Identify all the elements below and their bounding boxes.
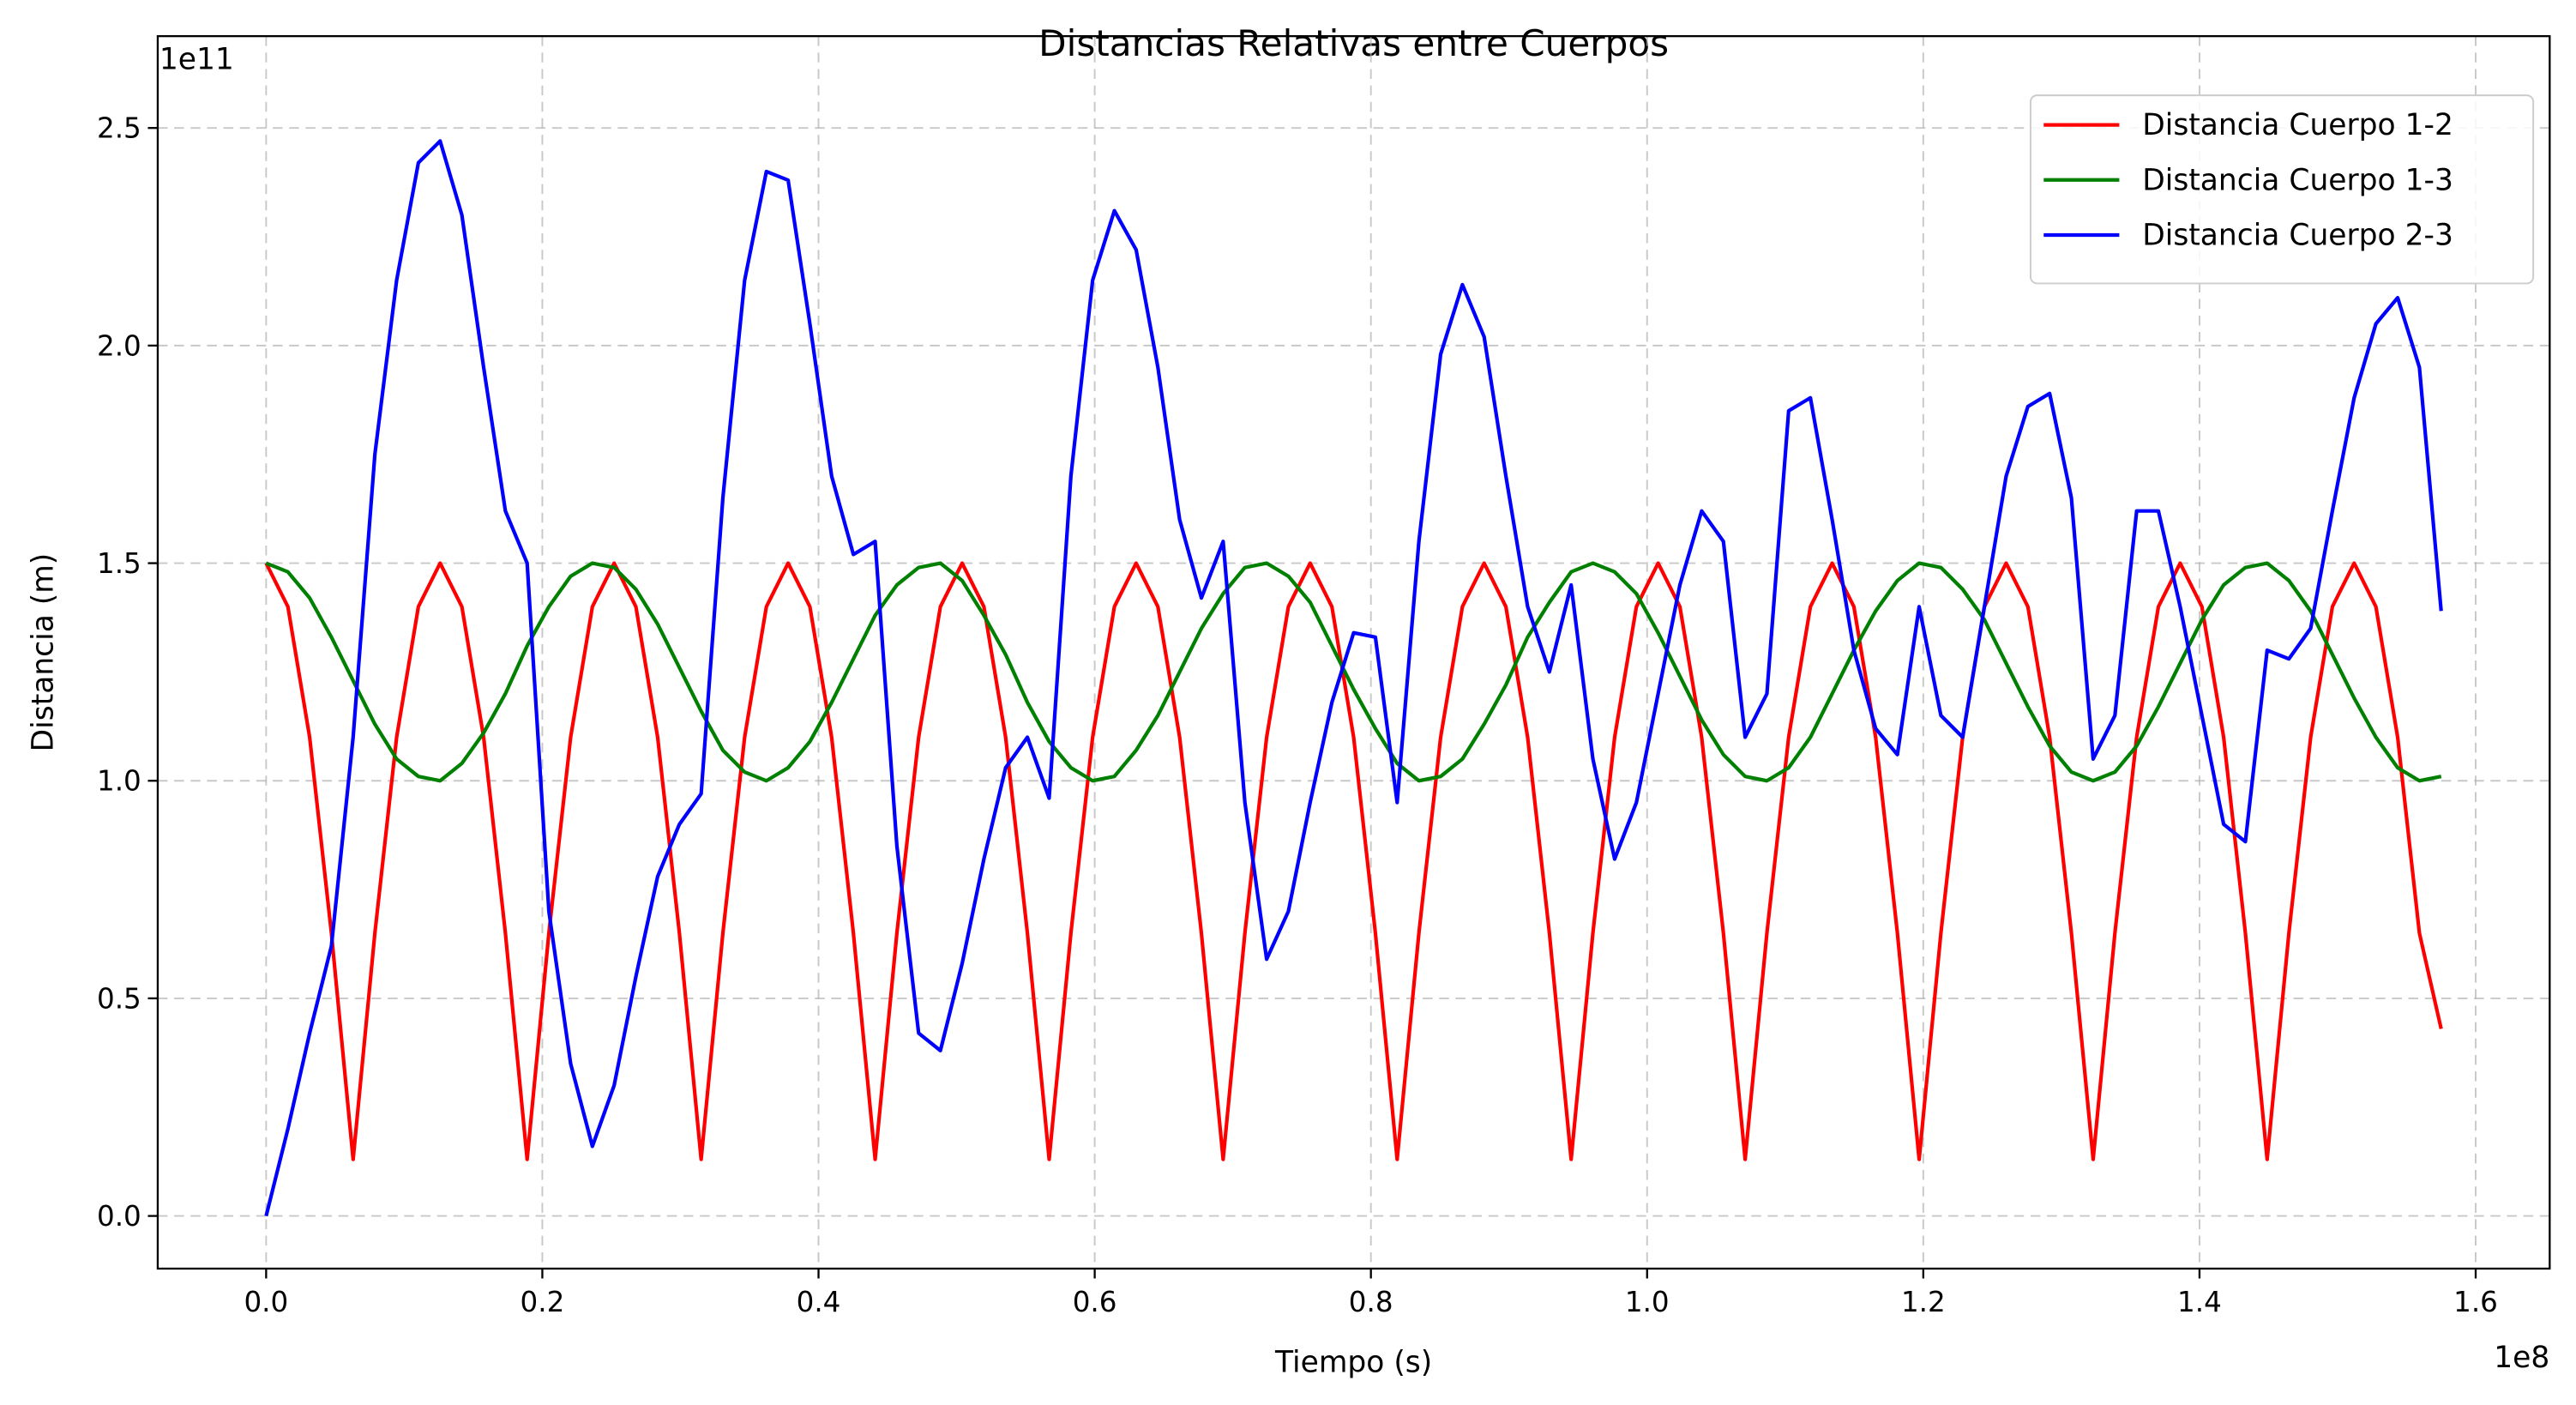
legend-label: Distancia Cuerpo 1-2 [2142,108,2453,142]
y-tick-label: 0.0 [97,1200,141,1233]
x-axis-label: Tiempo (s) [1274,1346,1432,1380]
x-tick-label: 0.4 [797,1286,841,1318]
chart-title: Distancias Relativas entre Cuerpos [1038,22,1669,64]
x-tick-label: 1.6 [2453,1286,2498,1318]
x-tick-label: 1.2 [1901,1286,1946,1318]
legend-box [2029,94,2535,285]
series-line [264,561,2443,1161]
x-tick-label: 0.8 [1349,1286,1393,1318]
y-tick-label: 2.0 [97,329,141,362]
y-tick-label: 1.5 [97,547,141,580]
y-tick-label: 2.5 [97,112,141,145]
legend-label: Distancia Cuerpo 1-3 [2142,163,2453,197]
series-line [265,561,2442,783]
y-tick-label: 0.5 [97,982,141,1015]
y-axis-label: Distancia (m) [26,553,60,752]
x-tick-label: 1.0 [1625,1286,1670,1318]
y-offset-label: 1e11 [159,42,234,76]
y-tick-label: 1.0 [97,765,141,798]
x-tick-label: 0.0 [244,1286,288,1318]
x-tick-label: 0.6 [1073,1286,1117,1318]
x-tick-label: 0.2 [521,1286,565,1318]
x-offset-label: 1e8 [2494,1341,2549,1375]
series-line [264,139,2443,1217]
x-tick-label: 1.4 [2177,1286,2222,1318]
axes-frame [156,34,2551,1270]
plot-area [264,139,2443,1217]
legend: Distancia Cuerpo 1-2 Distancia Cuerpo 1-3… [2029,94,2535,285]
legend-label: Distancia Cuerpo 2-3 [2142,218,2453,252]
